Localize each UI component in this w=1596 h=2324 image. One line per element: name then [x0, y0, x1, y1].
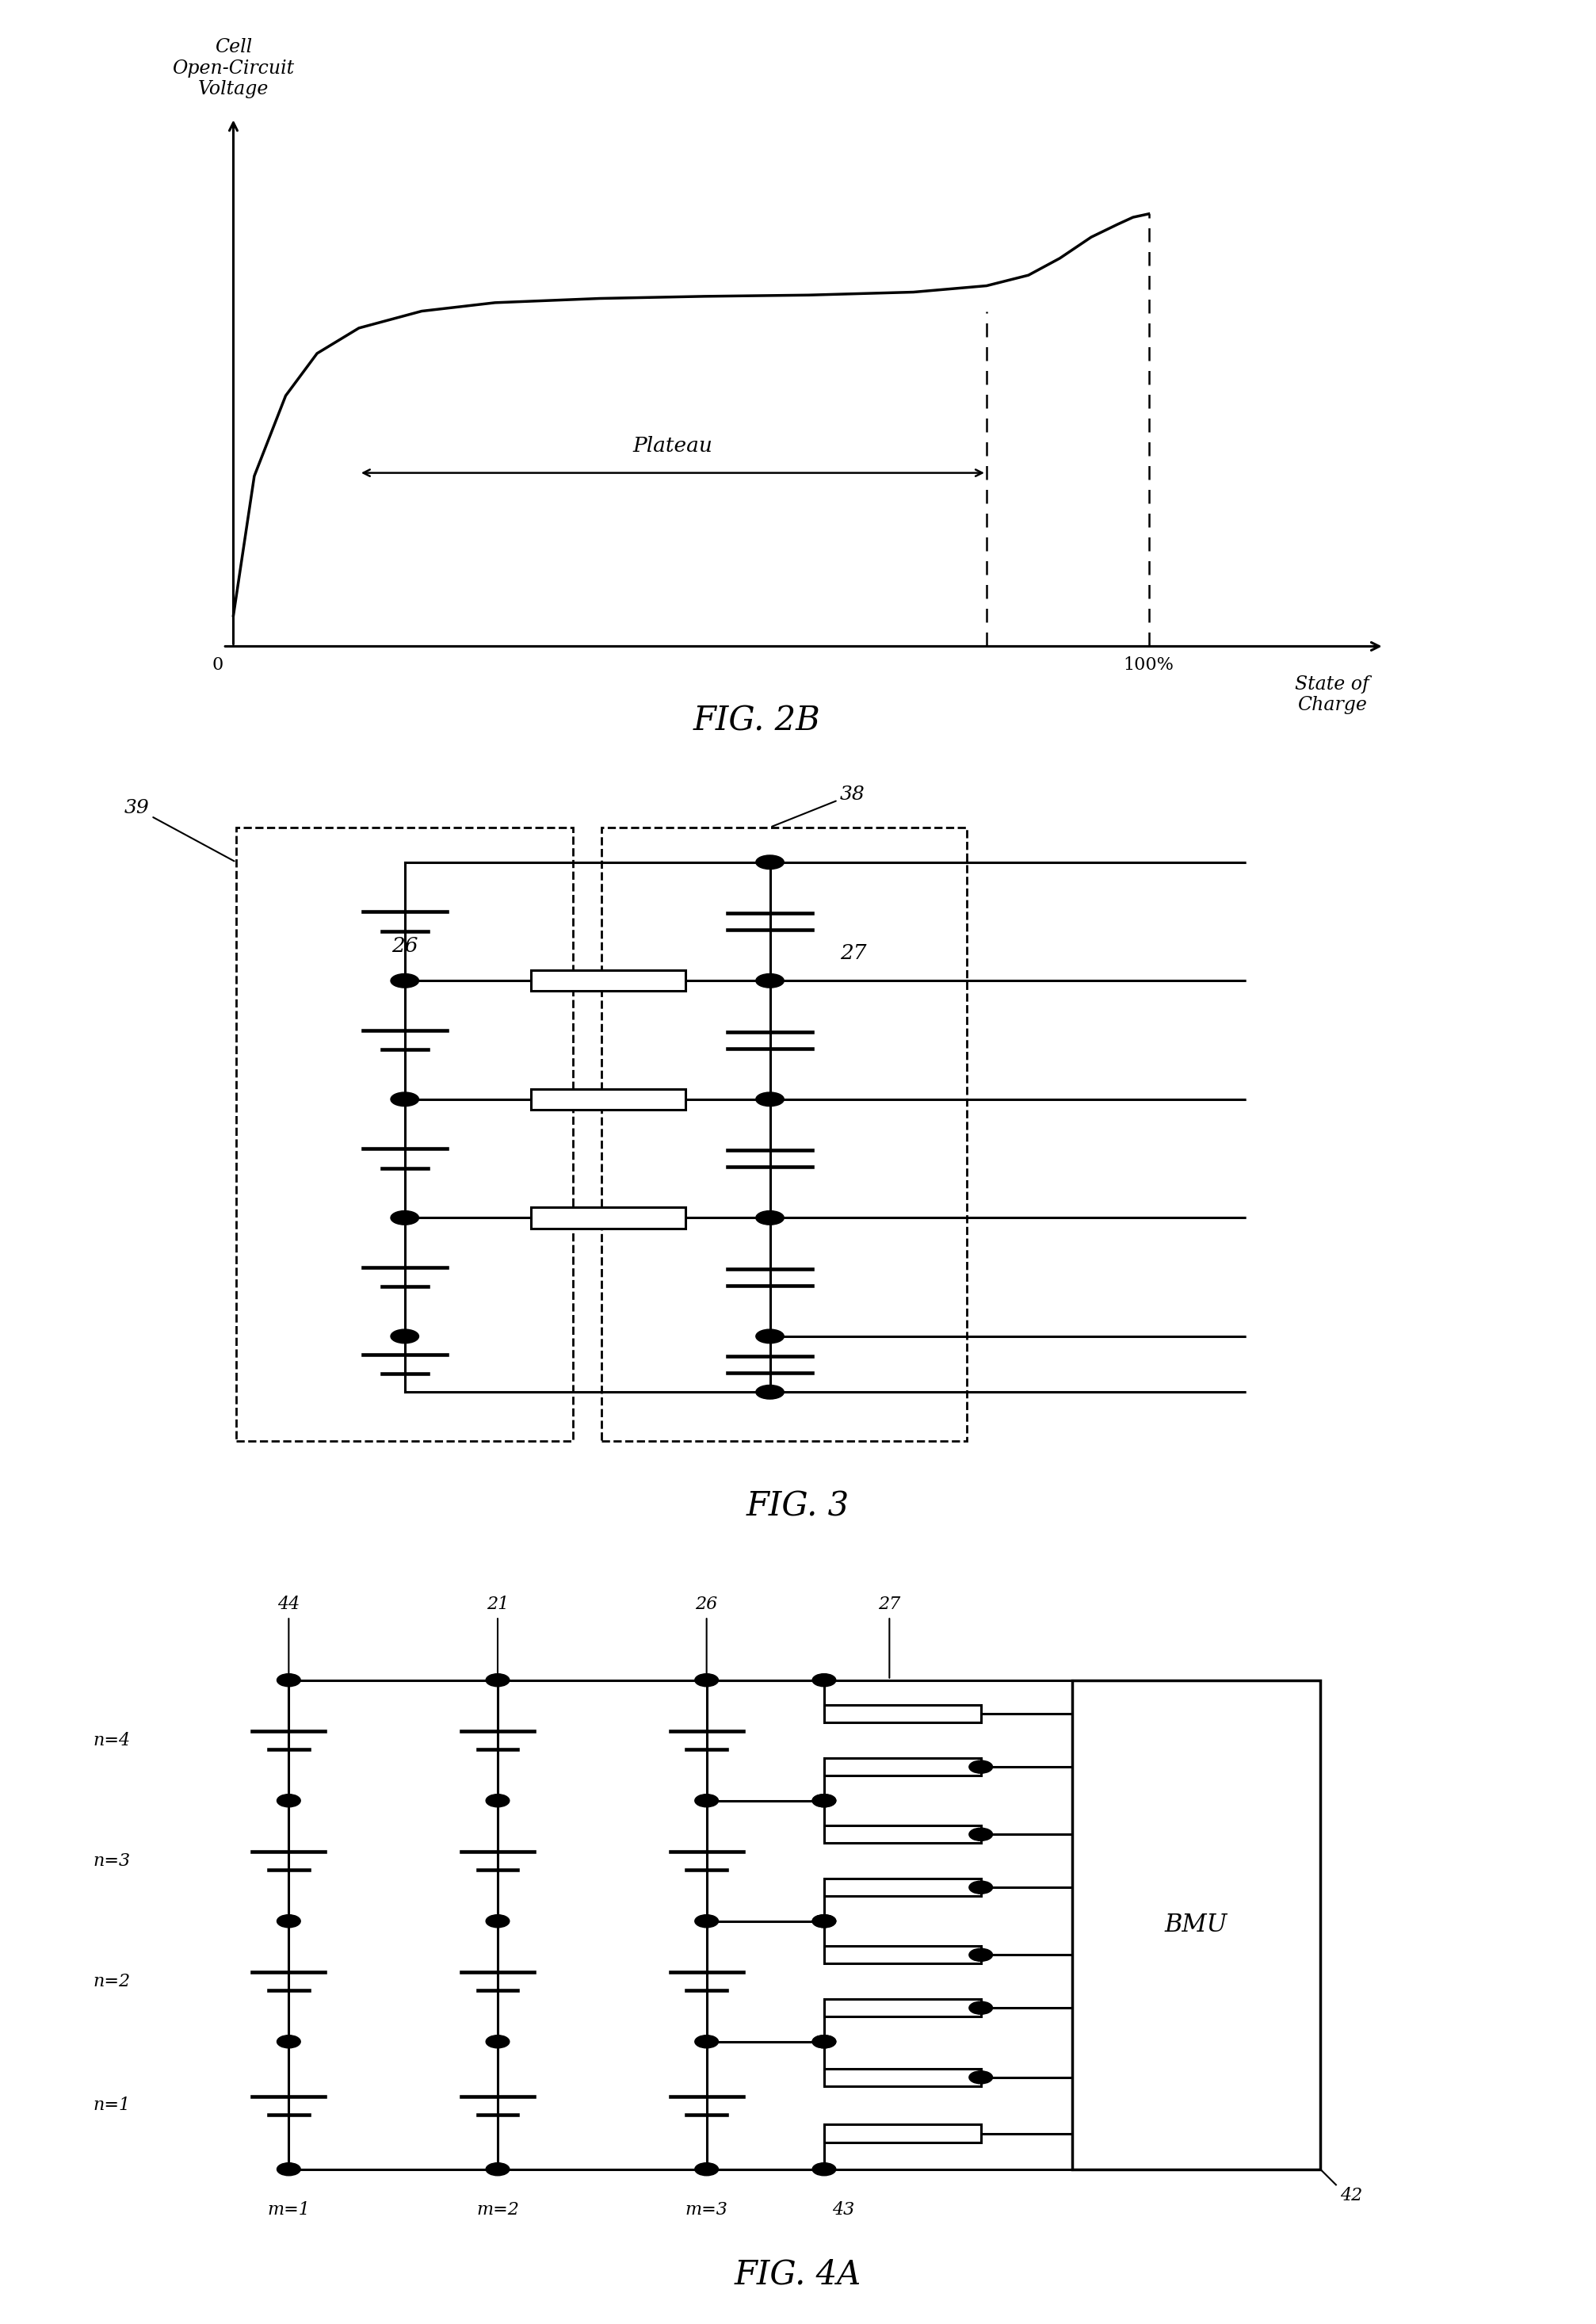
- Text: 26: 26: [696, 1594, 718, 1613]
- Circle shape: [694, 1673, 718, 1687]
- Circle shape: [485, 1673, 509, 1687]
- Text: n=1: n=1: [93, 2096, 131, 2115]
- Text: 43: 43: [833, 2201, 855, 2219]
- Circle shape: [694, 2036, 718, 2047]
- FancyBboxPatch shape: [824, 1878, 982, 1896]
- Circle shape: [278, 1915, 300, 1927]
- Circle shape: [485, 1915, 509, 1927]
- Circle shape: [969, 2001, 993, 2015]
- Circle shape: [757, 1385, 784, 1399]
- FancyBboxPatch shape: [824, 1706, 982, 1722]
- Circle shape: [694, 2164, 718, 2175]
- Text: 42: 42: [1341, 2187, 1363, 2205]
- Circle shape: [391, 1329, 418, 1343]
- Bar: [236, 827, 573, 1441]
- Circle shape: [969, 1762, 993, 1773]
- Circle shape: [1248, 846, 1309, 878]
- Text: State of
Charge: State of Charge: [1294, 676, 1369, 713]
- Circle shape: [969, 1829, 993, 1841]
- FancyBboxPatch shape: [824, 2068, 982, 2087]
- Text: Cell
Open-Circuit
Voltage: Cell Open-Circuit Voltage: [172, 37, 294, 98]
- Text: 100%: 100%: [1124, 655, 1175, 674]
- Circle shape: [1248, 964, 1309, 997]
- Circle shape: [391, 1211, 418, 1225]
- Circle shape: [278, 2036, 300, 2047]
- Circle shape: [757, 974, 784, 988]
- Circle shape: [969, 1948, 993, 1961]
- Text: 21: 21: [487, 1594, 509, 1613]
- Circle shape: [694, 1794, 718, 1808]
- Circle shape: [485, 1794, 509, 1808]
- Circle shape: [485, 2164, 509, 2175]
- Circle shape: [812, 2164, 836, 2175]
- Text: FIG. 4A: FIG. 4A: [734, 2259, 862, 2291]
- FancyBboxPatch shape: [824, 1827, 982, 1843]
- FancyBboxPatch shape: [531, 971, 686, 990]
- Text: Plateau: Plateau: [632, 437, 713, 456]
- Text: 26: 26: [391, 937, 418, 955]
- Circle shape: [278, 2164, 300, 2175]
- Circle shape: [1248, 1083, 1309, 1116]
- Text: 27: 27: [839, 944, 867, 962]
- Circle shape: [812, 1915, 836, 1927]
- FancyBboxPatch shape: [824, 1999, 982, 2017]
- Circle shape: [812, 2036, 836, 2047]
- Text: n=3: n=3: [93, 1852, 131, 1868]
- Text: n=4: n=4: [93, 1731, 131, 1750]
- Circle shape: [969, 1880, 993, 1894]
- Circle shape: [812, 1794, 836, 1808]
- FancyBboxPatch shape: [531, 1088, 686, 1109]
- Text: n=2: n=2: [93, 1973, 131, 1989]
- FancyBboxPatch shape: [531, 1208, 686, 1227]
- Text: m=3: m=3: [685, 2201, 728, 2219]
- Circle shape: [694, 1915, 718, 1927]
- FancyBboxPatch shape: [824, 1757, 982, 1776]
- Circle shape: [1248, 1202, 1309, 1234]
- Text: FIG. 3: FIG. 3: [747, 1490, 849, 1522]
- Circle shape: [812, 1915, 836, 1927]
- Circle shape: [757, 855, 784, 869]
- FancyBboxPatch shape: [824, 2124, 982, 2143]
- Circle shape: [1248, 1376, 1309, 1408]
- Circle shape: [278, 1794, 300, 1808]
- Bar: [602, 827, 967, 1441]
- Bar: [1073, 1680, 1320, 2168]
- Circle shape: [812, 2036, 836, 2047]
- Circle shape: [812, 1673, 836, 1687]
- Circle shape: [391, 974, 418, 988]
- Text: 44: 44: [278, 1594, 300, 1613]
- Circle shape: [757, 1329, 784, 1343]
- Text: 38: 38: [772, 786, 865, 827]
- Circle shape: [757, 1211, 784, 1225]
- Circle shape: [969, 2071, 993, 2085]
- Circle shape: [391, 1092, 418, 1106]
- FancyBboxPatch shape: [824, 1945, 982, 1964]
- Text: BMU: BMU: [1165, 1913, 1227, 1936]
- Circle shape: [812, 1794, 836, 1808]
- Circle shape: [757, 1092, 784, 1106]
- Text: FIG. 2B: FIG. 2B: [693, 704, 820, 737]
- Text: m=1: m=1: [268, 2201, 310, 2219]
- Text: 27: 27: [878, 1594, 900, 1613]
- Circle shape: [485, 2036, 509, 2047]
- Circle shape: [278, 1673, 300, 1687]
- Text: m=2: m=2: [476, 2201, 519, 2219]
- Text: 0: 0: [212, 655, 223, 674]
- Text: 39: 39: [124, 799, 235, 862]
- Circle shape: [1248, 1320, 1309, 1353]
